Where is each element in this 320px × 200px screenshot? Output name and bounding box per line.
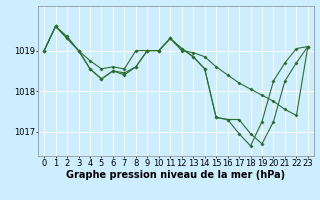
X-axis label: Graphe pression niveau de la mer (hPa): Graphe pression niveau de la mer (hPa) <box>67 170 285 180</box>
